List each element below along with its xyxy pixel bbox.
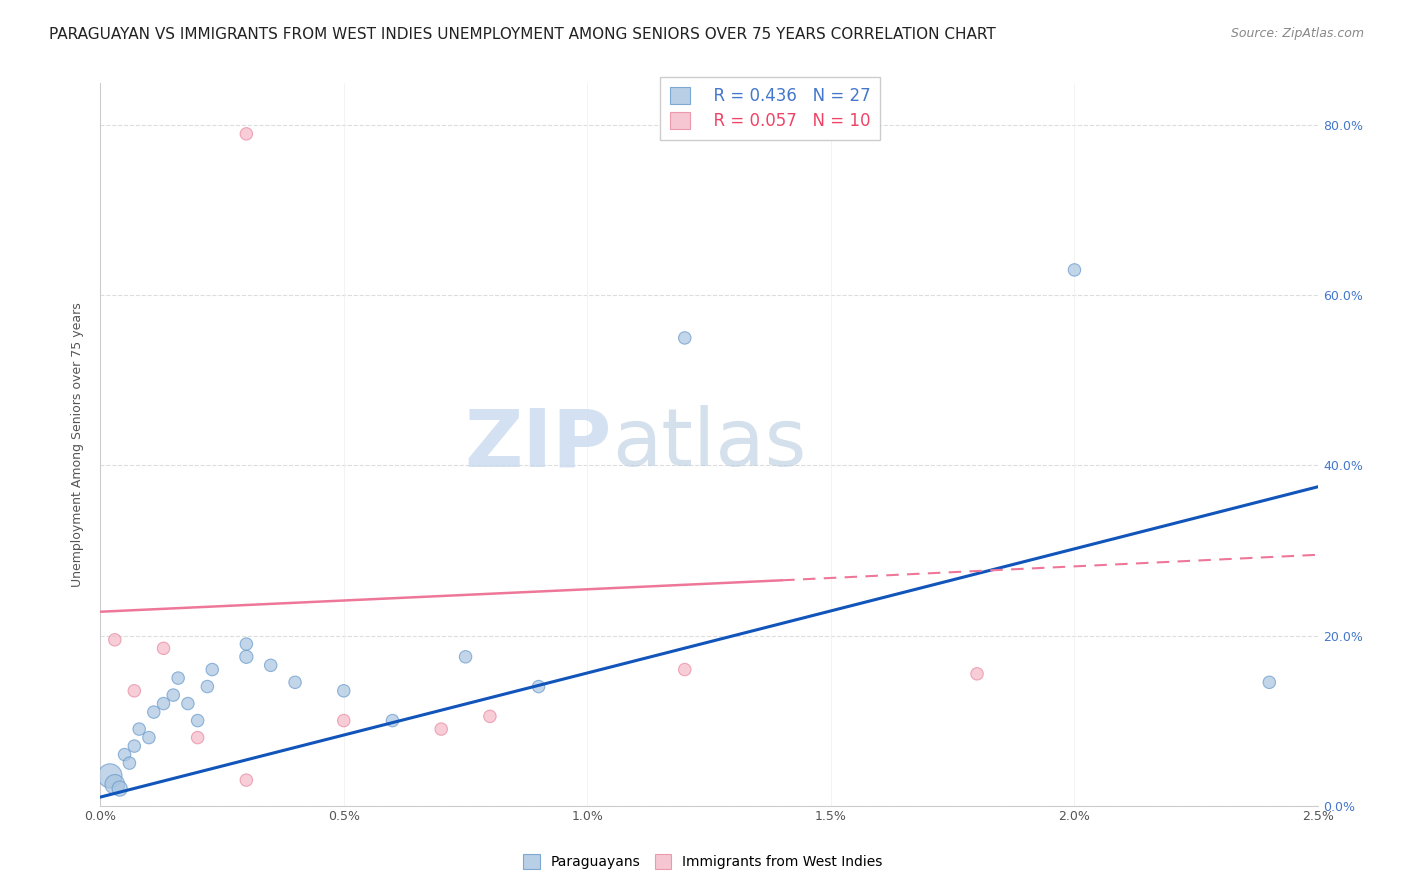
Point [114, 747, 136, 762]
Point [527, 680, 550, 694]
Point [333, 714, 356, 728]
Point [235, 637, 257, 651]
Point [260, 658, 283, 673]
Point [235, 127, 257, 141]
Point [167, 671, 190, 685]
Point [187, 731, 209, 745]
Point [333, 683, 356, 698]
Point [142, 705, 165, 719]
Point [98, 769, 121, 783]
Point [478, 709, 501, 723]
Point [1063, 263, 1085, 277]
Point [284, 675, 307, 690]
Point [673, 663, 696, 677]
Point [1258, 675, 1281, 690]
Legend: Paraguayans, Immigrants from West Indies: Paraguayans, Immigrants from West Indies [516, 847, 890, 876]
Point [162, 688, 184, 702]
Point [128, 722, 150, 736]
Y-axis label: Unemployment Among Seniors over 75 years: Unemployment Among Seniors over 75 years [72, 301, 84, 587]
Point [152, 641, 174, 656]
Point [118, 756, 141, 770]
Point [108, 781, 131, 796]
Point [124, 739, 146, 753]
Text: atlas: atlas [612, 405, 806, 483]
Point [138, 731, 160, 745]
Point [381, 714, 404, 728]
Point [104, 777, 127, 791]
Point [235, 649, 257, 664]
Text: ZIP: ZIP [464, 405, 612, 483]
Text: PARAGUAYAN VS IMMIGRANTS FROM WEST INDIES UNEMPLOYMENT AMONG SENIORS OVER 75 YEA: PARAGUAYAN VS IMMIGRANTS FROM WEST INDIE… [49, 27, 995, 42]
Point [124, 683, 146, 698]
Point [104, 632, 127, 647]
Point [177, 697, 200, 711]
Point [195, 680, 218, 694]
Legend:   R = 0.436   N = 27,   R = 0.057   N = 10: R = 0.436 N = 27, R = 0.057 N = 10 [659, 77, 880, 140]
Point [187, 714, 209, 728]
Point [235, 773, 257, 788]
Point [966, 666, 988, 681]
Point [152, 697, 174, 711]
Text: Source: ZipAtlas.com: Source: ZipAtlas.com [1230, 27, 1364, 40]
Point [201, 663, 224, 677]
Point [673, 331, 696, 345]
Point [454, 649, 477, 664]
Point [430, 722, 453, 736]
